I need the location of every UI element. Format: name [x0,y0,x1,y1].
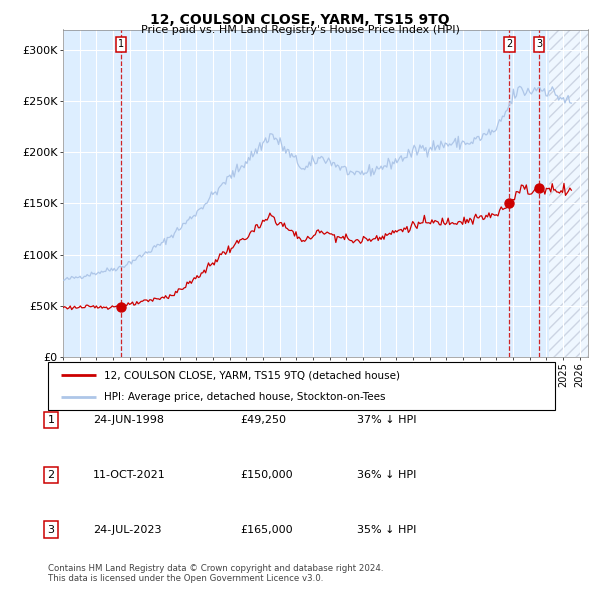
Text: £49,250: £49,250 [240,415,286,425]
Text: £165,000: £165,000 [240,525,293,535]
Bar [549,30,588,357]
Text: £150,000: £150,000 [240,470,293,480]
Text: 1: 1 [118,40,124,50]
Bar [549,30,588,357]
Text: 2: 2 [47,470,55,480]
Text: 12, COULSON CLOSE, YARM, TS15 9TQ: 12, COULSON CLOSE, YARM, TS15 9TQ [150,13,450,27]
Text: 3: 3 [536,40,542,50]
Text: Contains HM Land Registry data © Crown copyright and database right 2024.
This d: Contains HM Land Registry data © Crown c… [48,563,383,583]
FancyBboxPatch shape [48,362,555,410]
Text: Price paid vs. HM Land Registry's House Price Index (HPI): Price paid vs. HM Land Registry's House … [140,25,460,35]
Text: 24-JUL-2023: 24-JUL-2023 [93,525,161,535]
Text: 36% ↓ HPI: 36% ↓ HPI [357,470,416,480]
Text: 24-JUN-1998: 24-JUN-1998 [93,415,164,425]
Text: 37% ↓ HPI: 37% ↓ HPI [357,415,416,425]
Text: 2: 2 [506,40,512,50]
Text: 1: 1 [47,415,55,425]
Text: HPI: Average price, detached house, Stockton-on-Tees: HPI: Average price, detached house, Stoc… [104,392,385,402]
Text: 11-OCT-2021: 11-OCT-2021 [93,470,166,480]
Text: 3: 3 [47,525,55,535]
Text: 35% ↓ HPI: 35% ↓ HPI [357,525,416,535]
Text: 12, COULSON CLOSE, YARM, TS15 9TQ (detached house): 12, COULSON CLOSE, YARM, TS15 9TQ (detac… [104,370,400,380]
